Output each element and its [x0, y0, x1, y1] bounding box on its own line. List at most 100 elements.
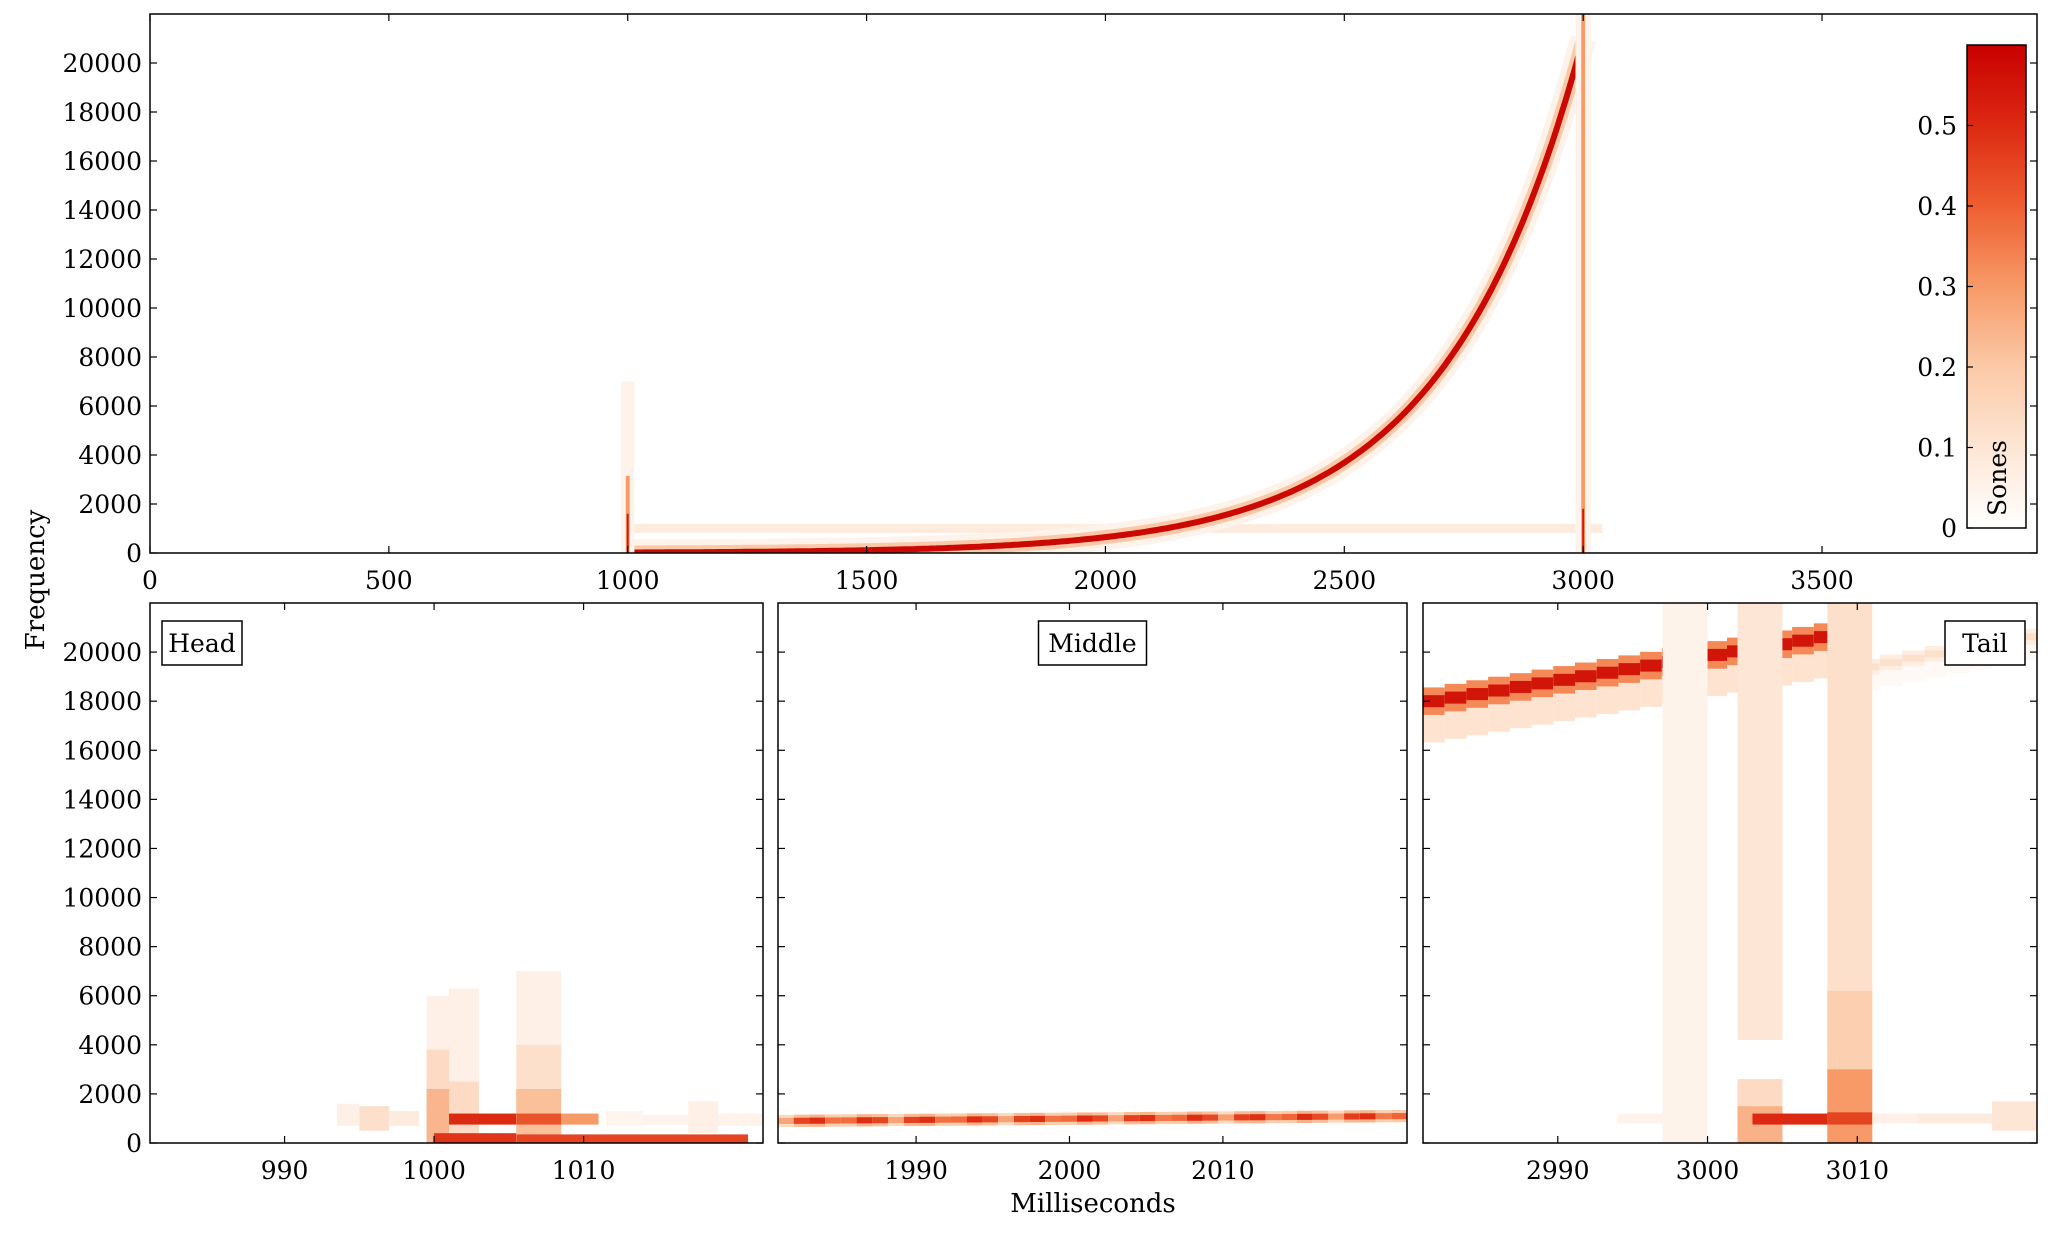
y-tick-label: 2000 [78, 1080, 142, 1109]
middle-frame [777, 602, 1408, 1144]
y-axis-label: Frequency [21, 509, 51, 650]
colorbar-tick-label: 0.1 [1917, 434, 1957, 463]
tail-frame [1422, 602, 2038, 1144]
y-tick-label: 16000 [62, 736, 142, 765]
offset-click-core [1582, 508, 1585, 553]
x-tick-label: 2500 [1312, 566, 1376, 595]
y-tick-label: 10000 [62, 884, 142, 913]
band-cell [1265, 1114, 1282, 1121]
band-cell [1123, 1115, 1140, 1122]
chirp-cell [1924, 650, 1948, 658]
colorbar-label: Sones [1983, 440, 2012, 516]
head-frame [149, 602, 764, 1144]
head-heatmap-body [336, 971, 763, 1143]
chirp-cell [1423, 695, 1445, 708]
chirp-cell [1792, 634, 1814, 647]
x-axis-label: Milliseconds [1010, 1189, 1176, 1219]
band-cell [1202, 1114, 1219, 1121]
y-tick-label: 4000 [78, 441, 142, 470]
y-tick-label: 12000 [62, 245, 142, 274]
heatmap-cell [1617, 1113, 1663, 1124]
y-tick-label: 18000 [62, 98, 142, 127]
chirp-cell [1618, 663, 1641, 676]
heatmap-cell [1827, 1112, 1873, 1125]
band-cell [1281, 1113, 1297, 1121]
chirp-cell [1531, 677, 1554, 690]
band-cell [998, 1116, 1014, 1123]
colorbar-tick-label: 0.3 [1917, 273, 1957, 302]
heatmap-cell [389, 1111, 420, 1126]
band-cell [950, 1116, 967, 1123]
band-cell [1296, 1113, 1313, 1120]
heatmap-cell [606, 1111, 644, 1126]
band-cell [935, 1116, 951, 1123]
y-tick-label: 20000 [62, 638, 142, 667]
colorbar-tick-label: 0.5 [1917, 112, 1957, 141]
band-cell [1139, 1115, 1156, 1122]
heatmap-cell [561, 1113, 599, 1125]
x-tick-label: 1000 [402, 1156, 466, 1185]
heatmap-cell [336, 1103, 360, 1126]
band-cell [1234, 1114, 1250, 1121]
x-tick-label: 3000 [1676, 1156, 1740, 1185]
heatmap-cell [449, 1081, 479, 1143]
band-cell [793, 1117, 810, 1124]
full-heatmap-body [619, 14, 1603, 553]
heatmap-cell [718, 1113, 763, 1126]
tail-title-box [1944, 620, 2026, 666]
middle-title: Middle [1048, 629, 1136, 658]
x-tick-label: 3500 [1790, 566, 1854, 595]
x-tick-label: 3000 [1551, 566, 1615, 595]
y-tick-label: 4000 [78, 1031, 142, 1060]
x-tick-label: 2010 [1191, 1156, 1255, 1185]
band-cell [1328, 1113, 1345, 1120]
heatmap-cell [1737, 603, 1783, 1040]
band-cell [1218, 1114, 1235, 1121]
heatmap-cell [516, 1134, 749, 1143]
band-cell [1359, 1113, 1376, 1120]
x-tick-label: 1500 [835, 566, 899, 595]
head-title: Head [168, 629, 236, 658]
chirp-cell [1705, 648, 1728, 661]
band-cell [1045, 1115, 1062, 1122]
band-cell [1092, 1115, 1109, 1122]
chirp-cell [1596, 666, 1619, 679]
band-cell [872, 1117, 889, 1124]
band-cell [1186, 1114, 1203, 1121]
heatmap-cell [1992, 1101, 2037, 1131]
chirp-mid [625, 36, 1590, 553]
colorbar-tick-label: 0 [1941, 514, 1957, 543]
x-tick-label: 3010 [1825, 1156, 1889, 1185]
heatmap-cell [434, 1133, 517, 1143]
band-cell [1155, 1114, 1172, 1122]
head-zoom-panel: 0 2000 4000 6000 8000 10000 12000 14000 16000 180… [62, 602, 764, 1185]
band-cell [1171, 1114, 1187, 1121]
y-tick-label: 6000 [78, 392, 142, 421]
y-tick-label: 14000 [62, 785, 142, 814]
heatmap-cell [1872, 1113, 1918, 1124]
heatmap-cell [1752, 1113, 1828, 1125]
band-cell [982, 1116, 999, 1123]
onset-click-halo [621, 381, 635, 553]
band-cell [888, 1116, 904, 1124]
band-cell [1249, 1114, 1266, 1121]
onset-click-core [626, 513, 629, 553]
y-tick-label: 14000 [62, 196, 142, 225]
x-tick-label: 2000 [1074, 566, 1138, 595]
band-cell [1013, 1116, 1030, 1123]
colorbar-tick-label: 0.4 [1917, 192, 1957, 221]
chirp-core [627, 37, 1587, 553]
y-tick-label: 0 [126, 539, 142, 568]
chirp-cell [1575, 670, 1597, 683]
chirp-halo [619, 35, 1596, 553]
band-cell [903, 1116, 920, 1123]
band-cell [919, 1116, 936, 1123]
middle-heatmap-body [778, 1109, 1407, 1128]
band-cell [1108, 1115, 1124, 1122]
band-cell [856, 1117, 873, 1124]
tail-heatmap-body [1423, 603, 2037, 1143]
band-cell [1061, 1115, 1077, 1122]
head-title-box [161, 620, 243, 666]
heatmap-cell [516, 1113, 562, 1125]
